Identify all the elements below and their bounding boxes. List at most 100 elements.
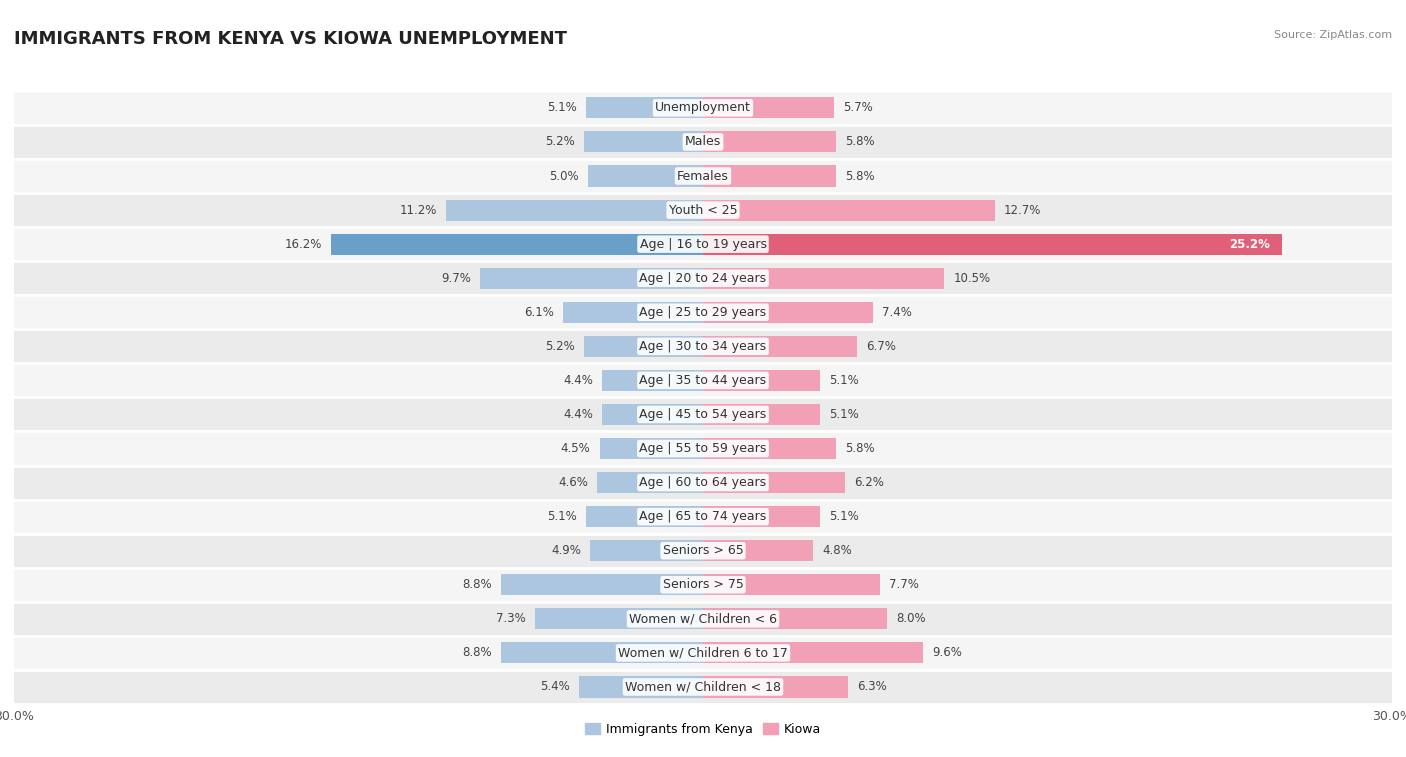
Bar — [586, 506, 703, 527]
Bar — [703, 98, 834, 118]
Bar — [703, 268, 945, 288]
Text: Women w/ Children < 6: Women w/ Children < 6 — [628, 612, 778, 625]
Text: 4.5%: 4.5% — [561, 442, 591, 455]
Text: 4.8%: 4.8% — [823, 544, 852, 557]
Text: Males: Males — [685, 136, 721, 148]
Text: 5.2%: 5.2% — [544, 340, 575, 353]
Text: Age | 65 to 74 years: Age | 65 to 74 years — [640, 510, 766, 523]
Bar — [14, 363, 1392, 397]
Bar — [703, 234, 1282, 254]
Text: 5.8%: 5.8% — [845, 136, 875, 148]
Bar — [14, 329, 1392, 363]
Text: 5.4%: 5.4% — [540, 681, 569, 693]
Text: 7.7%: 7.7% — [889, 578, 920, 591]
Bar — [703, 677, 848, 697]
Text: 6.3%: 6.3% — [856, 681, 887, 693]
Text: Age | 45 to 54 years: Age | 45 to 54 years — [640, 408, 766, 421]
Text: Youth < 25: Youth < 25 — [669, 204, 737, 217]
Text: Age | 30 to 34 years: Age | 30 to 34 years — [640, 340, 766, 353]
Text: 5.8%: 5.8% — [845, 442, 875, 455]
Bar — [14, 602, 1392, 636]
Text: Seniors > 65: Seniors > 65 — [662, 544, 744, 557]
Bar — [703, 166, 837, 186]
Bar — [591, 540, 703, 561]
Text: Age | 20 to 24 years: Age | 20 to 24 years — [640, 272, 766, 285]
Text: 5.1%: 5.1% — [547, 510, 576, 523]
Text: 5.8%: 5.8% — [845, 170, 875, 182]
Bar — [446, 200, 703, 220]
Bar — [14, 295, 1392, 329]
Bar — [330, 234, 703, 254]
Bar — [501, 575, 703, 595]
Text: Unemployment: Unemployment — [655, 101, 751, 114]
Bar — [481, 268, 703, 288]
Text: 4.6%: 4.6% — [558, 476, 588, 489]
Bar — [703, 302, 873, 322]
Text: 8.8%: 8.8% — [463, 578, 492, 591]
Bar — [703, 643, 924, 663]
Text: 5.1%: 5.1% — [830, 408, 859, 421]
Text: 6.1%: 6.1% — [524, 306, 554, 319]
Bar — [583, 132, 703, 152]
Text: 5.2%: 5.2% — [544, 136, 575, 148]
Text: Source: ZipAtlas.com: Source: ZipAtlas.com — [1274, 30, 1392, 40]
Bar — [14, 397, 1392, 431]
Bar — [14, 193, 1392, 227]
Text: 4.4%: 4.4% — [562, 408, 593, 421]
Text: Age | 16 to 19 years: Age | 16 to 19 years — [640, 238, 766, 251]
Text: 5.1%: 5.1% — [830, 510, 859, 523]
Bar — [588, 166, 703, 186]
Bar — [14, 431, 1392, 466]
Text: Females: Females — [678, 170, 728, 182]
Text: Age | 60 to 64 years: Age | 60 to 64 years — [640, 476, 766, 489]
Bar — [602, 370, 703, 391]
Text: 9.6%: 9.6% — [932, 646, 963, 659]
Text: 5.7%: 5.7% — [844, 101, 873, 114]
Text: 25.2%: 25.2% — [1229, 238, 1270, 251]
Bar — [14, 534, 1392, 568]
Bar — [14, 670, 1392, 704]
Bar — [14, 568, 1392, 602]
Text: 16.2%: 16.2% — [284, 238, 322, 251]
Text: 6.7%: 6.7% — [866, 340, 896, 353]
Bar — [501, 643, 703, 663]
Bar — [14, 227, 1392, 261]
Bar — [14, 91, 1392, 125]
Text: Women w/ Children < 18: Women w/ Children < 18 — [626, 681, 780, 693]
Bar — [599, 438, 703, 459]
Bar — [14, 159, 1392, 193]
Text: 12.7%: 12.7% — [1004, 204, 1042, 217]
Bar — [703, 540, 813, 561]
Text: 7.3%: 7.3% — [496, 612, 526, 625]
Text: 8.8%: 8.8% — [463, 646, 492, 659]
Bar — [703, 336, 856, 357]
Bar — [703, 609, 887, 629]
Text: 5.0%: 5.0% — [550, 170, 579, 182]
Text: IMMIGRANTS FROM KENYA VS KIOWA UNEMPLOYMENT: IMMIGRANTS FROM KENYA VS KIOWA UNEMPLOYM… — [14, 30, 567, 48]
Text: 7.4%: 7.4% — [882, 306, 912, 319]
Bar — [703, 404, 820, 425]
Bar — [602, 404, 703, 425]
Text: 10.5%: 10.5% — [953, 272, 990, 285]
Text: Age | 35 to 44 years: Age | 35 to 44 years — [640, 374, 766, 387]
Bar — [703, 575, 880, 595]
Bar — [703, 506, 820, 527]
Bar — [583, 336, 703, 357]
Bar — [14, 125, 1392, 159]
Text: Age | 25 to 29 years: Age | 25 to 29 years — [640, 306, 766, 319]
Legend: Immigrants from Kenya, Kiowa: Immigrants from Kenya, Kiowa — [579, 718, 827, 740]
Bar — [536, 609, 703, 629]
Text: 5.1%: 5.1% — [547, 101, 576, 114]
Bar — [579, 677, 703, 697]
Bar — [703, 132, 837, 152]
Text: 8.0%: 8.0% — [896, 612, 925, 625]
Text: 4.9%: 4.9% — [551, 544, 581, 557]
Bar — [14, 500, 1392, 534]
Bar — [14, 261, 1392, 295]
Text: 9.7%: 9.7% — [441, 272, 471, 285]
Bar — [598, 472, 703, 493]
Text: Age | 55 to 59 years: Age | 55 to 59 years — [640, 442, 766, 455]
Text: 6.2%: 6.2% — [855, 476, 884, 489]
Text: Women w/ Children 6 to 17: Women w/ Children 6 to 17 — [619, 646, 787, 659]
Bar — [703, 370, 820, 391]
